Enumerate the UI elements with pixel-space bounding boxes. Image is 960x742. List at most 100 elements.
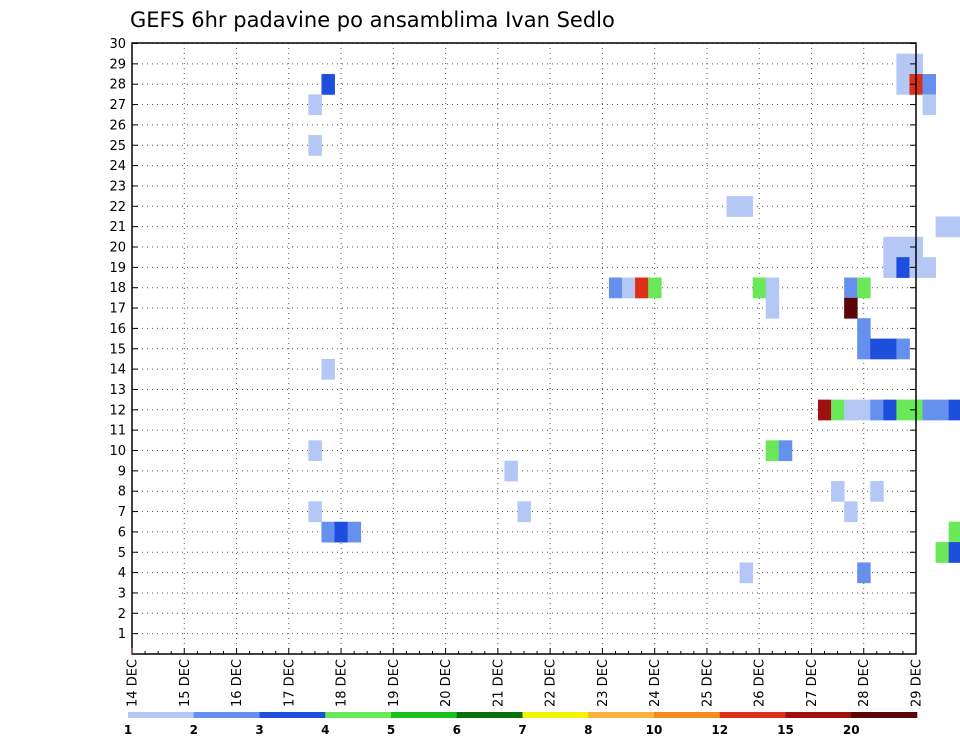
heatmap-cell (922, 399, 936, 421)
heatmap-cell (321, 74, 335, 95)
heatmap-cell (883, 236, 897, 258)
colorbar-swatch (391, 712, 458, 718)
colorbar-swatch (654, 712, 721, 718)
heatmap-cell (922, 74, 936, 95)
heatmap-cell (308, 501, 322, 523)
x-tick-label: 19 DEC (387, 659, 402, 707)
heatmap-cell (857, 562, 871, 584)
y-tick-label: 11 (109, 424, 126, 439)
heatmap-cell (935, 216, 950, 238)
y-tick-label: 24 (109, 159, 126, 174)
y-tick-label: 18 (109, 281, 126, 296)
colorbar-label: 20 (843, 723, 860, 737)
y-tick-label: 22 (109, 200, 126, 215)
x-tick-label: 26 DEC (753, 659, 768, 707)
heatmap-cell (517, 501, 531, 523)
heatmap-cell (896, 338, 910, 360)
colorbar-swatch (325, 712, 392, 718)
heatmap-cell (857, 399, 871, 421)
y-tick-label: 6 (118, 525, 126, 540)
heatmap-cell (844, 501, 858, 523)
heatmap-cell (896, 257, 910, 278)
heatmap-cell (935, 542, 950, 563)
x-tick-label: 21 DEC (491, 659, 506, 707)
x-tick-label: 23 DEC (596, 659, 611, 707)
heatmap-cell (857, 338, 871, 360)
colorbar-label: 1 (124, 723, 132, 737)
heatmap-cell (321, 521, 335, 543)
heatmap-cell (896, 53, 910, 75)
heatmap-cell (648, 277, 662, 299)
x-tick-label: 16 DEC (230, 659, 245, 707)
colorbar-label: 8 (584, 723, 592, 737)
colorbar: 1 2 3 4 5 6 7 8 10 12 15 20 (124, 712, 918, 737)
y-tick-label: 10 (109, 444, 126, 459)
y-axis: 1234567891011121314151617181920212223242… (109, 37, 916, 642)
heatmap-cell (922, 94, 936, 116)
heatmap-cell (844, 297, 858, 319)
colorbar-swatch (259, 712, 326, 718)
y-tick-label: 17 (109, 302, 126, 317)
y-tick-label: 8 (118, 485, 126, 500)
x-tick-label: 17 DEC (282, 659, 297, 707)
heatmap-cell (818, 399, 832, 421)
colorbar-swatch (785, 712, 852, 718)
colorbar-swatch (851, 712, 918, 718)
x-tick-label: 27 DEC (805, 659, 820, 707)
colorbar-swatch (193, 712, 260, 718)
colorbar-label: 7 (518, 723, 526, 737)
heatmap-cell (778, 440, 793, 462)
heatmap-cell (726, 196, 740, 217)
heatmap-cell (883, 399, 897, 421)
heatmap-cells (308, 53, 960, 584)
x-tick-label: 20 DEC (439, 659, 454, 707)
y-tick-label: 20 (109, 241, 126, 256)
y-tick-label: 5 (118, 546, 126, 561)
heatmap-cell (896, 236, 910, 258)
heatmap-cell (844, 399, 858, 421)
grid (132, 43, 916, 654)
y-tick-label: 16 (109, 322, 126, 337)
colorbar-swatch (522, 712, 589, 718)
y-tick-label: 9 (118, 464, 126, 479)
heatmap-cell (870, 399, 884, 421)
y-tick-label: 2 (118, 607, 126, 622)
heatmap-cell (831, 399, 845, 421)
heatmap-cell (831, 481, 845, 502)
colorbar-swatch (588, 712, 655, 718)
y-tick-label: 30 (109, 37, 126, 52)
y-tick-label: 29 (109, 57, 126, 72)
colorbar-swatch (456, 712, 523, 718)
y-tick-label: 4 (118, 566, 126, 581)
heatmap-cell (308, 135, 322, 156)
heatmap-cell (948, 399, 960, 421)
chart-title: GEFS 6hr padavine po ansamblima Ivan Sed… (130, 8, 615, 32)
heatmap-cell (752, 277, 767, 299)
y-tick-label: 15 (109, 342, 126, 357)
colorbar-label: 15 (777, 723, 794, 737)
heatmap-cell (334, 521, 348, 543)
y-tick-label: 25 (109, 139, 126, 154)
heatmap-cell (844, 277, 858, 299)
heatmap-cell (622, 277, 636, 299)
y-tick-label: 1 (118, 627, 126, 642)
heatmap-cell (765, 440, 780, 462)
x-tick-label: 29 DEC (910, 659, 925, 707)
colorbar-label: 4 (321, 723, 329, 737)
colorbar-label: 5 (387, 723, 395, 737)
heatmap-cell (883, 338, 897, 360)
colorbar-swatch (719, 712, 786, 718)
colorbar-label: 2 (190, 723, 198, 737)
heatmap-cell (922, 257, 936, 278)
heatmap-cell (870, 481, 884, 502)
heatmap-cell (608, 277, 623, 299)
y-tick-label: 21 (109, 220, 126, 235)
heatmap-cell (321, 358, 335, 380)
x-axis: 14 DEC 15 DEC 16 DEC 17 DEC 18 DEC 19 DEC 20 D… (126, 648, 925, 707)
heatmap-cell (504, 460, 518, 482)
heatmap-cell (870, 338, 884, 360)
y-tick-label: 13 (109, 383, 126, 398)
y-tick-label: 26 (109, 118, 126, 133)
heatmap-cell (347, 521, 362, 543)
